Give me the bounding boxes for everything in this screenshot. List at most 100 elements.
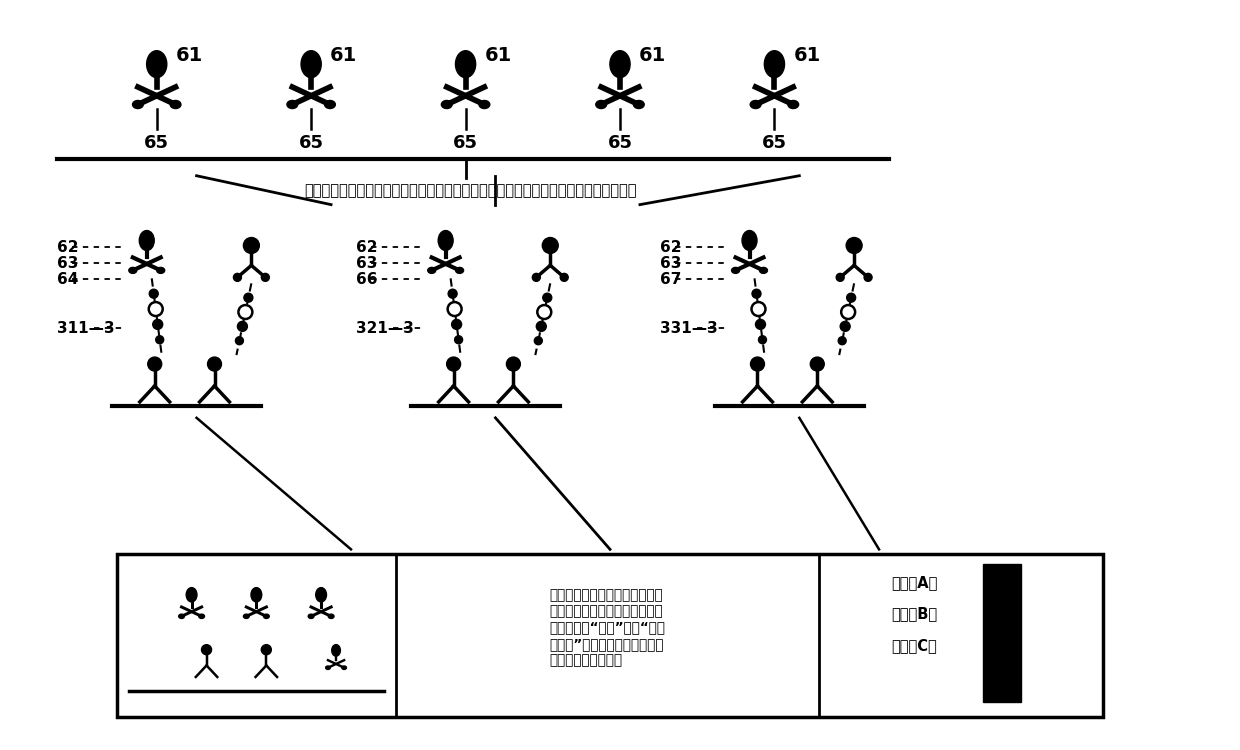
Ellipse shape [610, 51, 630, 77]
Circle shape [236, 337, 243, 345]
Circle shape [207, 357, 222, 371]
Circle shape [149, 290, 159, 298]
Circle shape [537, 305, 552, 319]
Circle shape [560, 274, 568, 281]
Ellipse shape [316, 587, 326, 602]
Ellipse shape [750, 100, 761, 109]
Ellipse shape [759, 268, 768, 274]
Circle shape [836, 274, 844, 281]
Circle shape [237, 322, 248, 332]
Ellipse shape [428, 268, 435, 274]
Ellipse shape [342, 666, 346, 670]
Ellipse shape [595, 100, 606, 109]
Circle shape [532, 274, 541, 281]
Text: 偶联了标记物抗体的通用探针，在双功能抗原的引导下可以满足不同检测的信号需要。: 偶联了标记物抗体的通用探针，在双功能抗原的引导下可以满足不同检测的信号需要。 [304, 183, 637, 198]
Ellipse shape [332, 644, 341, 656]
Circle shape [838, 337, 846, 345]
Text: 65: 65 [144, 134, 169, 152]
Circle shape [759, 336, 766, 344]
Text: 63: 63 [57, 256, 78, 271]
Text: 63: 63 [660, 256, 681, 271]
Text: 检测线A・: 检测线A・ [892, 574, 937, 590]
Bar [117, 554, 1104, 717]
Text: 61: 61 [176, 46, 203, 64]
Text: 331—3: 331—3 [660, 321, 718, 336]
Circle shape [448, 290, 458, 298]
Text: 65: 65 [299, 134, 324, 152]
Circle shape [448, 302, 461, 316]
Ellipse shape [764, 51, 785, 77]
Ellipse shape [133, 100, 144, 109]
Circle shape [262, 645, 272, 655]
Circle shape [446, 357, 460, 371]
Circle shape [451, 320, 461, 329]
Ellipse shape [129, 268, 136, 274]
Ellipse shape [243, 614, 249, 619]
Circle shape [751, 302, 765, 316]
Text: 61: 61 [639, 46, 666, 64]
Ellipse shape [250, 587, 262, 602]
Ellipse shape [326, 666, 330, 670]
Circle shape [534, 337, 542, 345]
Ellipse shape [329, 614, 334, 619]
Bar [983, 564, 1021, 702]
Ellipse shape [787, 100, 799, 109]
Ellipse shape [139, 230, 154, 251]
Text: 62: 62 [356, 240, 377, 255]
Ellipse shape [479, 100, 490, 109]
Ellipse shape [198, 614, 205, 619]
Circle shape [243, 238, 259, 254]
Text: 65: 65 [761, 134, 787, 152]
Ellipse shape [455, 268, 464, 274]
Circle shape [506, 357, 521, 371]
Circle shape [238, 305, 253, 319]
Circle shape [542, 238, 558, 254]
Text: 61: 61 [330, 46, 357, 64]
Ellipse shape [156, 268, 165, 274]
Circle shape [455, 336, 463, 344]
Text: 61: 61 [794, 46, 821, 64]
Text: 63: 63 [356, 256, 377, 271]
Circle shape [244, 293, 253, 302]
Circle shape [149, 302, 162, 316]
Circle shape [847, 293, 856, 302]
Ellipse shape [301, 51, 321, 77]
Circle shape [262, 274, 269, 281]
Circle shape [841, 305, 856, 319]
Circle shape [846, 238, 862, 254]
Ellipse shape [441, 100, 453, 109]
Ellipse shape [325, 100, 335, 109]
Ellipse shape [455, 51, 476, 77]
Circle shape [751, 290, 761, 298]
Text: 检测线B・: 检测线B・ [892, 607, 937, 622]
Text: 321—3: 321—3 [356, 321, 414, 336]
Ellipse shape [286, 100, 298, 109]
Circle shape [153, 320, 162, 329]
Text: 将捕获抗体固定在检测贴，在量
子点上标记抗体构成荧光探针，
与检测抗原“桥连”形成“双抗
体夹心”免疫复合物，荧光探针
积累形成检测信号。: 将捕获抗体固定在检测贴，在量 子点上标记抗体构成荧光探针， 与检测抗原“桥连”形… [549, 588, 666, 667]
Circle shape [537, 322, 547, 332]
Circle shape [750, 357, 765, 371]
Text: 67: 67 [660, 272, 681, 286]
Ellipse shape [146, 51, 167, 77]
Ellipse shape [438, 230, 453, 251]
Text: 61: 61 [485, 46, 512, 64]
Ellipse shape [179, 614, 185, 619]
Ellipse shape [732, 268, 739, 274]
Text: 66: 66 [356, 272, 377, 286]
Text: 62: 62 [660, 240, 681, 255]
Ellipse shape [309, 614, 314, 619]
Text: 检测线C・: 检测线C・ [892, 638, 937, 653]
Ellipse shape [170, 100, 181, 109]
Circle shape [543, 293, 552, 302]
Text: 64: 64 [57, 272, 78, 286]
Ellipse shape [742, 230, 756, 251]
Circle shape [864, 274, 872, 281]
Circle shape [233, 274, 242, 281]
Circle shape [156, 336, 164, 344]
Text: 311—3: 311—3 [57, 321, 115, 336]
Text: 65: 65 [453, 134, 479, 152]
Circle shape [202, 645, 212, 655]
Circle shape [148, 357, 161, 371]
Ellipse shape [186, 587, 197, 602]
Text: 62: 62 [57, 240, 78, 255]
